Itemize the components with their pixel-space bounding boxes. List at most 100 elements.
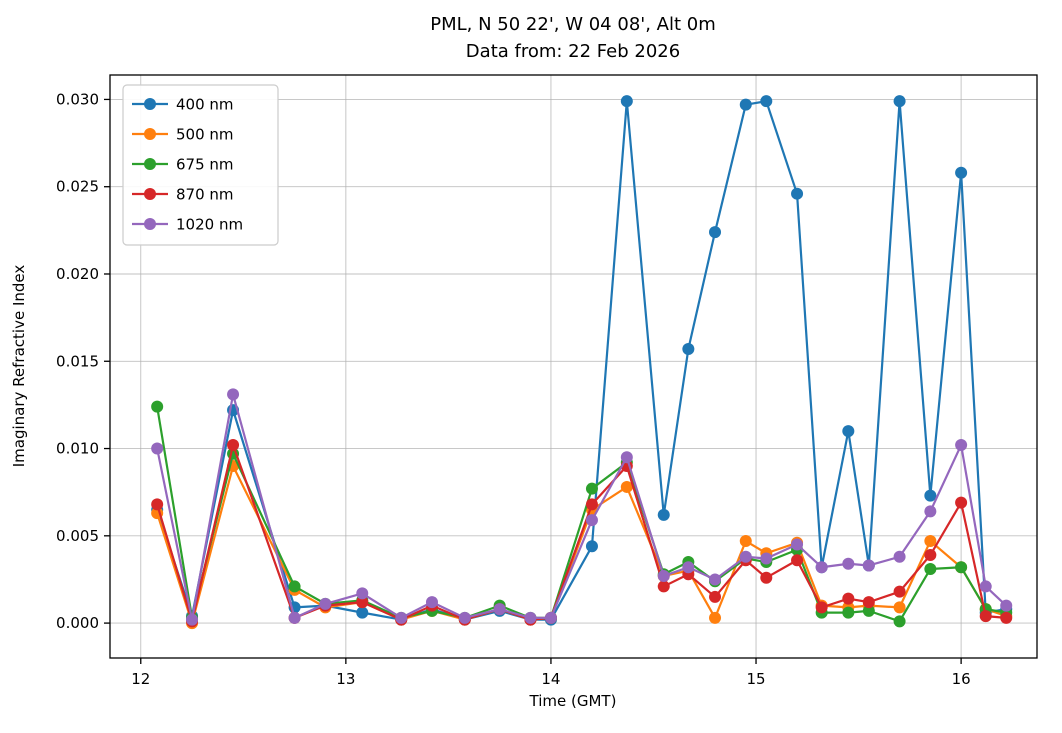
data-point-marker [955,561,968,574]
data-point-marker [862,596,875,609]
data-point-marker [924,489,937,502]
data-point-marker [458,611,471,624]
data-point-marker [709,590,722,603]
data-point-marker [620,451,633,464]
data-point-marker [524,611,537,624]
data-point-marker [657,508,670,521]
data-point-marker [620,480,633,493]
data-point-marker [893,585,906,598]
data-point-marker [815,561,828,574]
data-point-marker [709,226,722,239]
y-tick-label: 0.030 [56,90,99,108]
series-line-1020-nm [156,393,1008,621]
axis-ticks: 12 13 14 15 16 0.000 0.005 0.010 0.015 0.020 0.025… [56,90,971,688]
legend-marker [144,128,156,140]
data-point-marker [893,95,906,108]
data-point-marker [955,439,968,452]
x-tick-label: 15 [746,670,765,688]
data-point-marker [425,596,438,609]
legend-marker [144,218,156,230]
axes-frame [109,74,1038,659]
data-point-marker [924,562,937,575]
data-point-marker [356,606,369,619]
data-point-marker [227,388,240,401]
data-point-marker [1000,599,1013,612]
y-tick-label: 0.015 [56,352,99,370]
legend-label: 675 nm [176,156,234,174]
data-point-marker [862,559,875,572]
data-point-marker [739,535,752,548]
data-point-marker [493,603,506,616]
data-point-marker [709,573,722,586]
data-point-marker [395,611,408,624]
data-point-marker [842,425,855,438]
y-tick-label: 0.020 [56,265,99,283]
data-point-marker [682,561,695,574]
series-line-870-nm [156,443,1008,623]
data-point-marker [924,535,937,548]
x-axis-label: Time (GMT) [529,692,617,710]
data-point-marker [979,610,992,623]
data-point-marker [151,400,164,413]
data-point-marker [862,604,875,617]
legend-box [122,84,279,246]
axes-border [109,74,1038,659]
data-point-marker [924,505,937,518]
data-point-marker [739,550,752,563]
data-point-marker [842,557,855,570]
legend-item: 870 nm [132,186,234,204]
y-tick-label: 0.025 [56,178,99,196]
data-point-marker [893,615,906,628]
data-point-marker [893,601,906,614]
y-tick-label: 0.000 [56,614,99,632]
data-point-marker [709,611,722,624]
legend-marker [144,158,156,170]
x-tick-label: 14 [541,670,560,688]
grid-lines [110,75,1037,658]
chart-title: PML, N 50 22', W 04 08', Alt 0m [430,14,716,35]
data-point-marker [356,596,369,609]
legend: 400 nm 500 nm 675 nm 870 nm 1020 nm [122,84,279,246]
data-point-marker [979,580,992,593]
x-tick-label: 13 [336,670,355,688]
series-line-400-nm [156,100,1008,621]
data-series [151,95,1013,630]
data-point-marker [682,343,695,356]
data-point-marker [955,166,968,179]
data-point-marker [288,580,301,593]
x-tick-label: 12 [131,670,150,688]
data-point-marker [760,95,773,108]
data-point-marker [739,98,752,111]
data-point-marker [924,549,937,562]
data-point-marker [227,439,240,452]
data-point-marker [657,580,670,593]
data-point-marker [791,187,804,200]
data-point-marker [151,498,164,511]
data-point-marker [791,554,804,567]
data-point-marker [791,538,804,551]
data-point-marker [842,606,855,619]
data-point-marker [585,498,598,511]
legend-item: 675 nm [132,156,234,174]
legend-label: 870 nm [176,186,234,204]
data-point-marker [356,587,369,600]
y-tick-label: 0.005 [56,527,99,545]
legend-label: 400 nm [176,96,234,114]
data-point-marker [585,514,598,527]
legend-item: 500 nm [132,126,234,144]
legend-marker [144,98,156,110]
data-point-marker [760,552,773,565]
legend-item: 400 nm [132,96,234,114]
data-point-marker [288,611,301,624]
data-point-marker [620,95,633,108]
data-point-marker [151,442,164,455]
chart-subtitle: Data from: 22 Feb 2026 [466,41,680,62]
data-point-marker [544,611,557,624]
legend-item: 1020 nm [132,216,243,234]
data-point-marker [585,540,598,553]
data-point-marker [955,496,968,509]
data-point-marker [585,482,598,495]
legend-label: 500 nm [176,126,234,144]
